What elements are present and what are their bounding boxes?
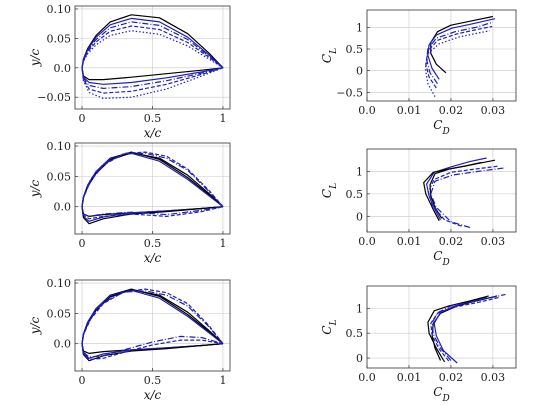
y-tick-label-1: 0.5 bbox=[346, 188, 364, 201]
y-tick-label-0: −0.05 bbox=[37, 91, 71, 104]
y-axis-label: y/c bbox=[28, 316, 42, 335]
series-group bbox=[81, 14, 224, 100]
x-tick-label-3: 0.03 bbox=[481, 104, 506, 117]
panel-airfoil-3: 0 0.5 1 0.0 0.05 0.10 x/c y/c bbox=[28, 277, 231, 402]
x-tick-label-0: 0.0 bbox=[358, 104, 376, 117]
plot-frame bbox=[366, 148, 517, 233]
x-tick-label-1: 0.01 bbox=[397, 371, 422, 384]
series-group bbox=[81, 151, 224, 225]
y-tick-label-2: 0.10 bbox=[47, 277, 72, 290]
y-axis-label-sub: L bbox=[329, 319, 339, 326]
y-axis-label-sub: L bbox=[329, 183, 339, 190]
y-axis-label: CL bbox=[320, 183, 339, 198]
x-tick-label-2: 1 bbox=[219, 374, 226, 387]
series-line-3 bbox=[430, 167, 506, 229]
y-axis-label-sub: L bbox=[329, 48, 339, 55]
series-line-1 bbox=[426, 157, 487, 221]
y-axis-label-main: C bbox=[320, 325, 334, 334]
y-tick-label-2: 1 bbox=[356, 302, 363, 315]
y-axis-label-main: C bbox=[320, 54, 334, 63]
series-line-1 bbox=[427, 18, 496, 80]
y-axis-label: y/c bbox=[28, 179, 42, 198]
x-tick-label-0: 0 bbox=[79, 374, 86, 387]
series-line-3 bbox=[81, 290, 224, 358]
series-group bbox=[427, 293, 506, 364]
x-tick-label-1: 0.5 bbox=[144, 237, 162, 250]
x-tick-label-2: 0.02 bbox=[439, 104, 464, 117]
x-axis-label-main: C bbox=[433, 249, 442, 263]
y-axis-label: CL bbox=[320, 48, 339, 63]
x-tick-label-3: 0.03 bbox=[481, 235, 506, 248]
series-line-3 bbox=[81, 25, 224, 94]
y-tick-label-1: 0.0 bbox=[54, 62, 72, 75]
y-tick-label-1: 0.5 bbox=[346, 327, 364, 340]
series-line-2 bbox=[427, 295, 489, 363]
y-tick-label-2: 0.10 bbox=[47, 140, 72, 153]
plot-frame bbox=[366, 9, 517, 102]
x-axis-label: CD bbox=[433, 385, 449, 404]
x-tick-label-1: 0.01 bbox=[397, 104, 422, 117]
panel-airfoil-2: 0 0.5 1 0.0 0.05 0.10 x/c y/c bbox=[28, 140, 231, 265]
y-tick-label-1: 0 bbox=[356, 65, 363, 78]
x-axis-label: CD bbox=[433, 118, 449, 137]
y-tick-label-0: 0 bbox=[356, 352, 363, 365]
x-tick-label-0: 0.0 bbox=[358, 371, 376, 384]
series-line-3 bbox=[425, 25, 493, 89]
x-tick-label-1: 0.5 bbox=[144, 112, 162, 125]
series-line-4 bbox=[427, 165, 500, 227]
y-tick-label-2: 0.05 bbox=[47, 32, 72, 45]
y-tick-label-2: 1 bbox=[356, 165, 363, 178]
x-tick-label-2: 0.02 bbox=[439, 371, 464, 384]
series-group bbox=[423, 157, 506, 229]
x-axis-label: x/c bbox=[144, 126, 162, 140]
x-axis-label-sub: D bbox=[441, 127, 449, 137]
series-line-1 bbox=[433, 296, 487, 364]
y-tick-label-0: 0.0 bbox=[54, 201, 72, 214]
y-tick-label-1: 0.05 bbox=[47, 307, 72, 320]
x-axis-label: x/c bbox=[144, 388, 162, 402]
x-axis-label-sub: D bbox=[441, 394, 449, 404]
x-tick-label-1: 0.01 bbox=[397, 235, 422, 248]
x-axis-label-main: C bbox=[433, 118, 442, 132]
y-tick-label-1: 0.05 bbox=[47, 170, 72, 183]
x-axis-label: x/c bbox=[144, 251, 162, 265]
y-tick-label-3: 0.10 bbox=[47, 3, 72, 16]
y-tick-label-0: 0 bbox=[356, 210, 363, 223]
x-tick-label-3: 0.03 bbox=[481, 371, 506, 384]
series-line-4 bbox=[424, 30, 490, 97]
y-tick-label-0: 0.0 bbox=[54, 338, 72, 351]
x-tick-label-2: 1 bbox=[219, 237, 226, 250]
x-tick-label-0: 0 bbox=[79, 237, 86, 250]
y-axis-label-main: C bbox=[320, 189, 334, 198]
x-tick-label-0: 0.0 bbox=[358, 235, 376, 248]
series-line-4 bbox=[81, 288, 224, 361]
series-line-0 bbox=[431, 295, 498, 361]
y-axis-label: CL bbox=[320, 319, 339, 334]
x-axis-label-main: C bbox=[433, 385, 442, 399]
panel-airfoil-1: 0 0.5 1 −0.05 0.0 0.05 0.10 x/c y/c bbox=[28, 3, 231, 140]
series-line-2 bbox=[423, 161, 482, 222]
x-tick-label-2: 1 bbox=[219, 112, 226, 125]
y-tick-label-2: 0.5 bbox=[346, 43, 364, 56]
plot-frame bbox=[366, 285, 517, 369]
series-line-4 bbox=[430, 296, 500, 362]
series-group bbox=[81, 288, 224, 362]
series-line-4 bbox=[81, 151, 224, 220]
y-tick-label-0: −0.5 bbox=[336, 86, 363, 99]
x-tick-label-2: 0.02 bbox=[439, 235, 464, 248]
y-tick-label-3: 1 bbox=[356, 21, 363, 34]
x-axis-label: CD bbox=[433, 249, 449, 268]
series-line-0 bbox=[429, 159, 496, 219]
y-axis-label: y/c bbox=[28, 48, 42, 67]
x-tick-label-0: 0 bbox=[79, 112, 86, 125]
x-axis-label-sub: D bbox=[441, 258, 449, 268]
series-line-2 bbox=[426, 21, 494, 85]
series-group bbox=[424, 15, 496, 97]
x-tick-label-1: 0.5 bbox=[144, 374, 162, 387]
